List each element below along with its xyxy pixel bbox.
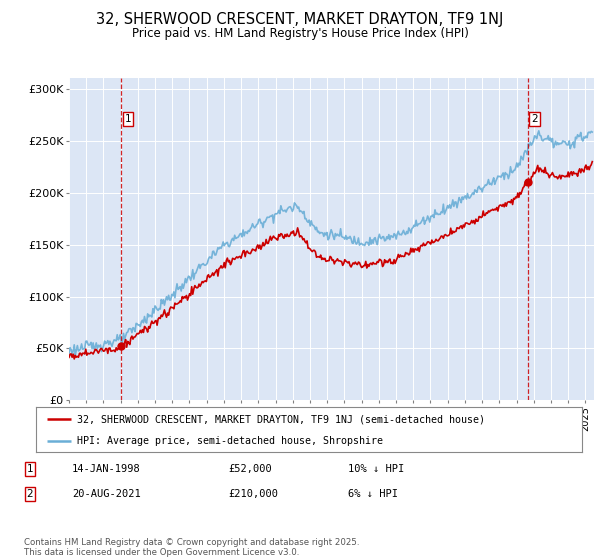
Text: £52,000: £52,000	[228, 464, 272, 474]
Text: Contains HM Land Registry data © Crown copyright and database right 2025.
This d: Contains HM Land Registry data © Crown c…	[24, 538, 359, 557]
Text: HPI: Average price, semi-detached house, Shropshire: HPI: Average price, semi-detached house,…	[77, 436, 383, 446]
Text: 10% ↓ HPI: 10% ↓ HPI	[348, 464, 404, 474]
Text: 1: 1	[26, 464, 34, 474]
Text: 32, SHERWOOD CRESCENT, MARKET DRAYTON, TF9 1NJ: 32, SHERWOOD CRESCENT, MARKET DRAYTON, T…	[97, 12, 503, 27]
Text: £210,000: £210,000	[228, 489, 278, 499]
Text: 20-AUG-2021: 20-AUG-2021	[72, 489, 141, 499]
Text: Price paid vs. HM Land Registry's House Price Index (HPI): Price paid vs. HM Land Registry's House …	[131, 27, 469, 40]
Text: 1: 1	[125, 114, 131, 124]
Text: 32, SHERWOOD CRESCENT, MARKET DRAYTON, TF9 1NJ (semi-detached house): 32, SHERWOOD CRESCENT, MARKET DRAYTON, T…	[77, 414, 485, 424]
Text: 2: 2	[531, 114, 538, 124]
Text: 2: 2	[26, 489, 34, 499]
Text: 6% ↓ HPI: 6% ↓ HPI	[348, 489, 398, 499]
Text: 14-JAN-1998: 14-JAN-1998	[72, 464, 141, 474]
